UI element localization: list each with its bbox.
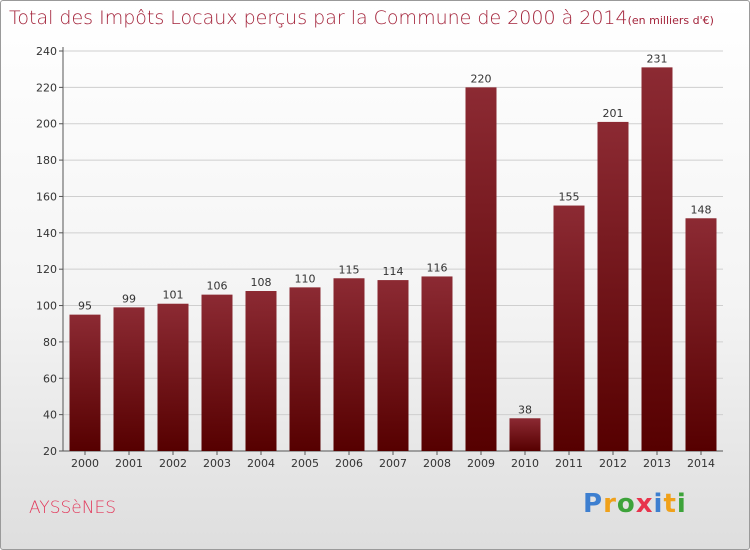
bar-value-label: 155 [559, 191, 580, 204]
chart-title-text: Total des Impôts Locaux perçus par la Co… [9, 7, 628, 29]
y-tick-label: 200 [36, 118, 57, 131]
y-tick-label: 160 [36, 190, 57, 203]
logo-letter: i [676, 489, 687, 519]
bar-value-label: 220 [471, 72, 492, 85]
x-tick-label: 2014 [687, 457, 715, 470]
bar-2012 [597, 121, 629, 451]
bar-2004 [245, 291, 277, 451]
x-tick-label: 2004 [247, 457, 275, 470]
x-tick-label: 2001 [115, 457, 143, 470]
bar-2005 [289, 287, 321, 451]
logo-letter: t [663, 489, 677, 519]
bar-2000 [69, 314, 101, 451]
bar-value-label: 101 [163, 289, 184, 302]
x-tick-label: 2006 [335, 457, 363, 470]
logo-letter: r [603, 489, 617, 519]
bar-value-label: 99 [122, 292, 136, 305]
bar-value-label: 110 [295, 272, 316, 285]
bar-value-label: 116 [427, 261, 448, 274]
bar-2001 [113, 307, 145, 451]
logo-letter: i [653, 489, 664, 519]
y-tick-label: 80 [43, 336, 57, 349]
x-tick-label: 2013 [643, 457, 671, 470]
y-tick-label: 140 [36, 227, 57, 240]
bar-value-label: 115 [339, 263, 360, 276]
logo-letter: x [635, 489, 654, 519]
proxiti-logo: Proxiti [583, 489, 687, 519]
y-tick-label: 40 [43, 409, 57, 422]
bar-2011 [553, 205, 585, 451]
logo-letter: o [616, 489, 636, 519]
y-tick-label: 240 [36, 45, 57, 58]
bar-value-label: 108 [251, 276, 272, 289]
bar-2009 [465, 87, 497, 451]
commune-name: AYSSèNES [29, 498, 116, 518]
x-tick-label: 2003 [203, 457, 231, 470]
x-tick-label: 2009 [467, 457, 495, 470]
y-tick-label: 20 [43, 445, 57, 458]
chart-title: Total des Impôts Locaux perçus par la Co… [9, 7, 714, 29]
bar-2014 [685, 218, 717, 451]
y-tick-label: 180 [36, 154, 57, 167]
y-tick-label: 220 [36, 81, 57, 94]
y-tick-label: 60 [43, 372, 57, 385]
chart-unit: (en milliers d'€) [627, 14, 714, 27]
bar-value-label: 95 [78, 300, 92, 313]
bar-value-label: 38 [518, 403, 532, 416]
y-tick-label: 120 [36, 263, 57, 276]
bar-value-label: 148 [691, 203, 712, 216]
y-tick-label: 100 [36, 300, 57, 313]
x-tick-label: 2005 [291, 457, 319, 470]
bar-2003 [201, 294, 233, 451]
bar-2008 [421, 276, 453, 451]
bar-value-label: 231 [647, 52, 668, 65]
x-tick-label: 2011 [555, 457, 583, 470]
bar-2010 [509, 418, 541, 451]
x-tick-label: 2010 [511, 457, 539, 470]
bar-value-label: 114 [383, 265, 404, 278]
x-tick-label: 2000 [71, 457, 99, 470]
x-tick-label: 2007 [379, 457, 407, 470]
logo-letter: P [583, 489, 604, 519]
bar-2006 [333, 278, 365, 451]
x-tick-label: 2008 [423, 457, 451, 470]
bar-value-label: 106 [207, 280, 228, 293]
bar-2007 [377, 280, 409, 451]
bar-2013 [641, 67, 673, 451]
x-tick-label: 2002 [159, 457, 187, 470]
bar-2002 [157, 303, 189, 451]
bar-value-label: 201 [603, 107, 624, 120]
x-tick-label: 2012 [599, 457, 627, 470]
